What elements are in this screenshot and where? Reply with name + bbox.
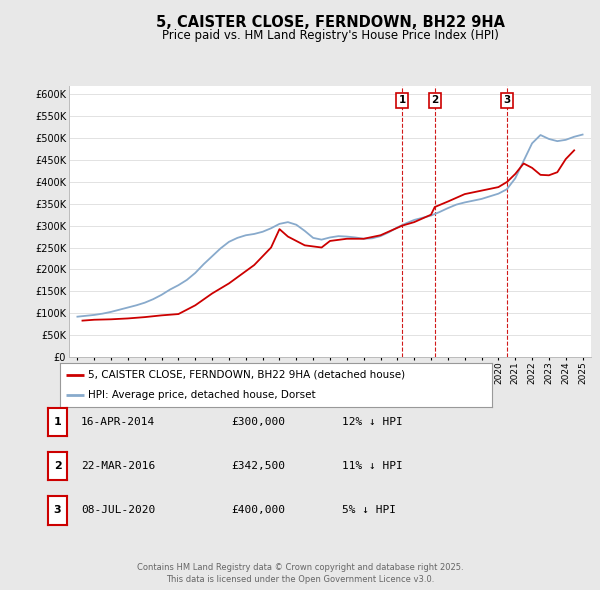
Text: 5% ↓ HPI: 5% ↓ HPI — [342, 506, 396, 515]
Text: 16-APR-2014: 16-APR-2014 — [81, 417, 155, 427]
Text: 3: 3 — [54, 506, 61, 515]
Text: 2: 2 — [54, 461, 61, 471]
Text: 12% ↓ HPI: 12% ↓ HPI — [342, 417, 403, 427]
Text: 5, CAISTER CLOSE, FERNDOWN, BH22 9HA: 5, CAISTER CLOSE, FERNDOWN, BH22 9HA — [155, 15, 505, 30]
Text: HPI: Average price, detached house, Dorset: HPI: Average price, detached house, Dors… — [88, 390, 316, 400]
Text: £300,000: £300,000 — [231, 417, 285, 427]
Text: 3: 3 — [503, 96, 511, 106]
Text: Contains HM Land Registry data © Crown copyright and database right 2025.
This d: Contains HM Land Registry data © Crown c… — [137, 563, 463, 584]
Text: 08-JUL-2020: 08-JUL-2020 — [81, 506, 155, 515]
Text: 22-MAR-2016: 22-MAR-2016 — [81, 461, 155, 471]
Text: 1: 1 — [398, 96, 406, 106]
Text: 5, CAISTER CLOSE, FERNDOWN, BH22 9HA (detached house): 5, CAISTER CLOSE, FERNDOWN, BH22 9HA (de… — [88, 370, 405, 380]
Text: £342,500: £342,500 — [231, 461, 285, 471]
Text: 2: 2 — [431, 96, 439, 106]
Text: 1: 1 — [54, 417, 61, 427]
Text: Price paid vs. HM Land Registry's House Price Index (HPI): Price paid vs. HM Land Registry's House … — [161, 30, 499, 42]
Text: £400,000: £400,000 — [231, 506, 285, 515]
Text: 11% ↓ HPI: 11% ↓ HPI — [342, 461, 403, 471]
